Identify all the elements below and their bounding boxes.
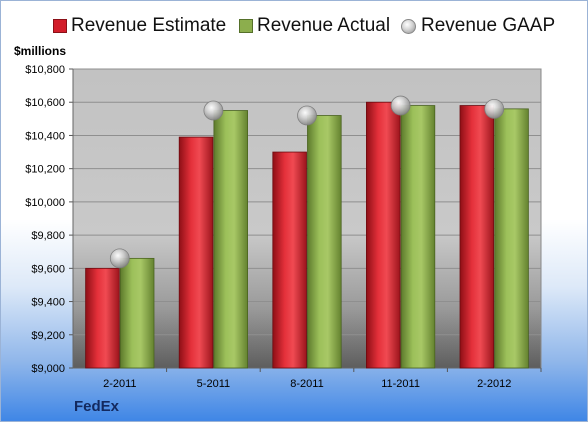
- x-tick-label-2-2012: 2-2012: [477, 378, 511, 390]
- y-tick-label-5: $10,000: [25, 197, 65, 209]
- legend-label-gaap: Revenue GAAP: [421, 15, 556, 36]
- bar-revenue-actual-2-2011: [119, 257, 155, 369]
- bar-revenue-estimate-8-2011: [272, 151, 307, 369]
- bar-revenue-estimate-5-2011: [178, 136, 214, 369]
- x-tick-label-5-2011: 5-2011: [197, 378, 230, 390]
- legend-item-revenue-actual: Revenue Actual: [239, 15, 390, 37]
- y-tick-label-0: $9,000: [31, 363, 65, 375]
- y-tick-label-8: $10,600: [25, 97, 65, 109]
- marker-revenue-gaap-2-2011: [109, 248, 130, 269]
- y-axis-unit-label: $millions: [14, 44, 67, 58]
- marker-revenue-gaap-11-2011: [390, 95, 411, 116]
- chart-legend: Revenue Estimate Revenue Actual Revenue …: [1, 15, 588, 45]
- y-tick-label-4: $9,800: [31, 230, 65, 242]
- bar-revenue-estimate-2-2011: [85, 267, 120, 369]
- x-tick-label-2-2011: 2-2011: [103, 378, 136, 390]
- x-tick-label-8-2011: 8-2011: [290, 378, 323, 390]
- bar-revenue-estimate-11-2011: [366, 101, 401, 369]
- y-tick-label-6: $10,200: [25, 164, 65, 176]
- y-tick-label-9: $10,800: [25, 64, 65, 76]
- legend-item-revenue-estimate: Revenue Estimate: [53, 15, 226, 37]
- legend-label-estimate: Revenue Estimate: [71, 15, 227, 36]
- bar-revenue-actual-8-2011: [307, 115, 342, 369]
- bar-revenue-actual-11-2011: [400, 105, 436, 369]
- y-tick-label-7: $10,400: [25, 130, 65, 142]
- bar-revenue-actual-5-2011: [213, 110, 248, 369]
- legend-label-actual: Revenue Actual: [257, 15, 391, 36]
- x-tick-label-11-2011: 11-2011: [381, 378, 420, 390]
- legend-swatch-actual: [239, 19, 253, 33]
- legend-item-revenue-gaap: Revenue GAAP: [401, 15, 555, 37]
- marker-revenue-gaap-8-2011: [297, 105, 317, 126]
- legend-marker-gaap: [401, 18, 416, 34]
- y-tick-label-3: $9,600: [31, 263, 65, 275]
- bar-revenue-actual-2-2012: [494, 108, 529, 369]
- legend-swatch-estimate: [53, 19, 67, 33]
- y-tick-label-1: $9,200: [31, 330, 65, 342]
- y-tick-label-2: $9,400: [31, 297, 65, 309]
- marker-revenue-gaap-5-2011: [203, 100, 224, 121]
- company-label: FedEx: [74, 398, 120, 415]
- bar-revenue-estimate-2-2012: [459, 105, 495, 369]
- marker-revenue-gaap-2-2012: [484, 98, 505, 119]
